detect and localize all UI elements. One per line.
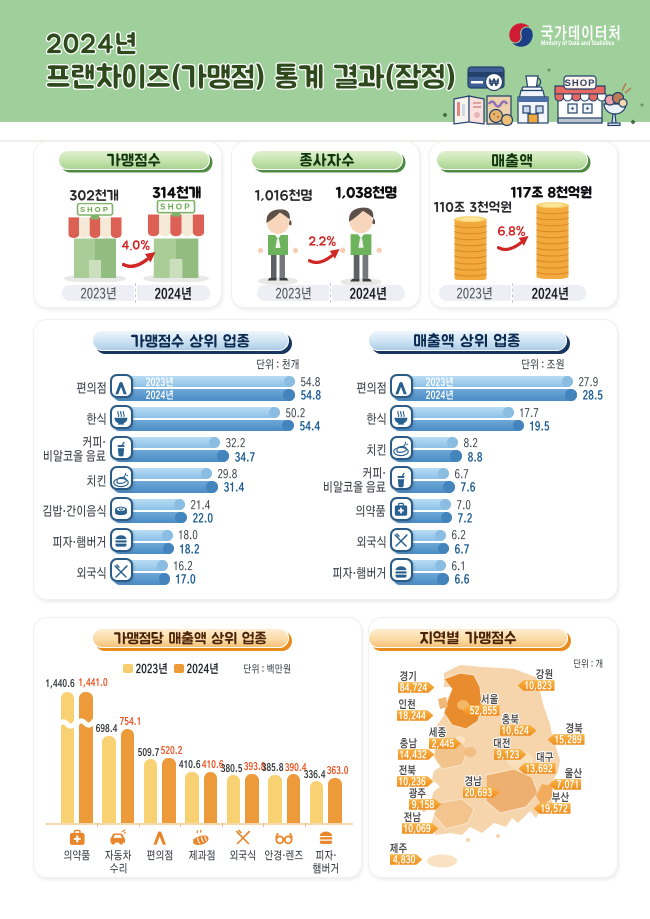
svg-text:SHOP: SHOP (80, 205, 110, 214)
svg-text:SHOP: SHOP (565, 78, 596, 89)
svg-text:SHOP: SHOP (160, 203, 192, 212)
svg-text:₩: ₩ (489, 77, 500, 89)
